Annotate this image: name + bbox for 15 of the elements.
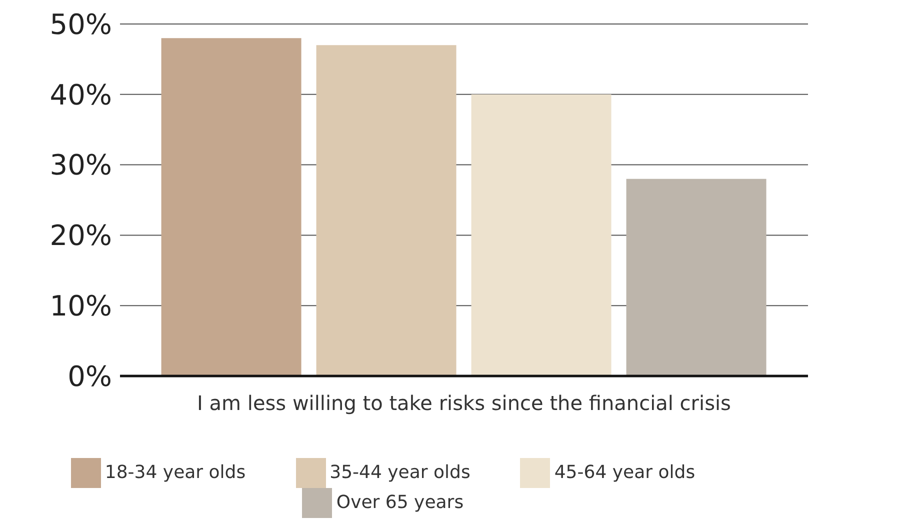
y-tick-label: 10% [50,290,112,323]
y-tick-label: 50% [50,8,112,41]
legend-label: 18-34 year olds [104,462,246,483]
y-tick-label: 40% [50,78,112,112]
y-tick-label: 30% [50,148,112,182]
legend-label: 45-64 year olds [554,462,696,483]
bar [626,178,766,376]
legend-label: Over 65 years [336,492,464,513]
legend-label: 35-44 year olds [330,462,470,483]
bar [471,94,612,376]
y-tick-label: 0% [68,360,112,393]
y-tick-label: 20% [50,219,112,252]
x-tick-label: I am less willing to take risks since the financial crisis [197,391,731,416]
bar [316,45,456,376]
bar [161,38,302,376]
